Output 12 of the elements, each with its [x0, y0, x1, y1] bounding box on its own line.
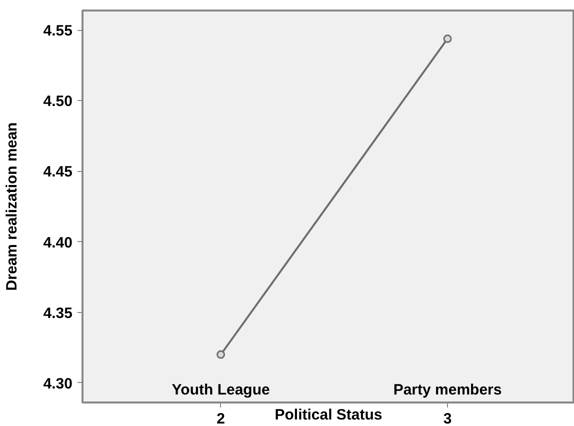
annotation: Party members	[393, 382, 502, 398]
annotation: Youth League	[172, 382, 270, 398]
x-tick-label: 2	[216, 410, 225, 426]
y-tick-label: 4.55	[43, 22, 73, 40]
y-tick-label: 4.40	[43, 234, 73, 252]
y-tick-label: 4.35	[43, 304, 73, 322]
y-tick-label: 4.30	[43, 375, 73, 392]
y-tick-label: 4.45	[43, 164, 73, 181]
x-tick-label: 3	[443, 410, 452, 426]
y-axis-title: Dream realization mean	[3, 122, 20, 291]
y-tick-label: 4.50	[43, 93, 73, 110]
x-axis-title: Political Status	[274, 406, 382, 424]
